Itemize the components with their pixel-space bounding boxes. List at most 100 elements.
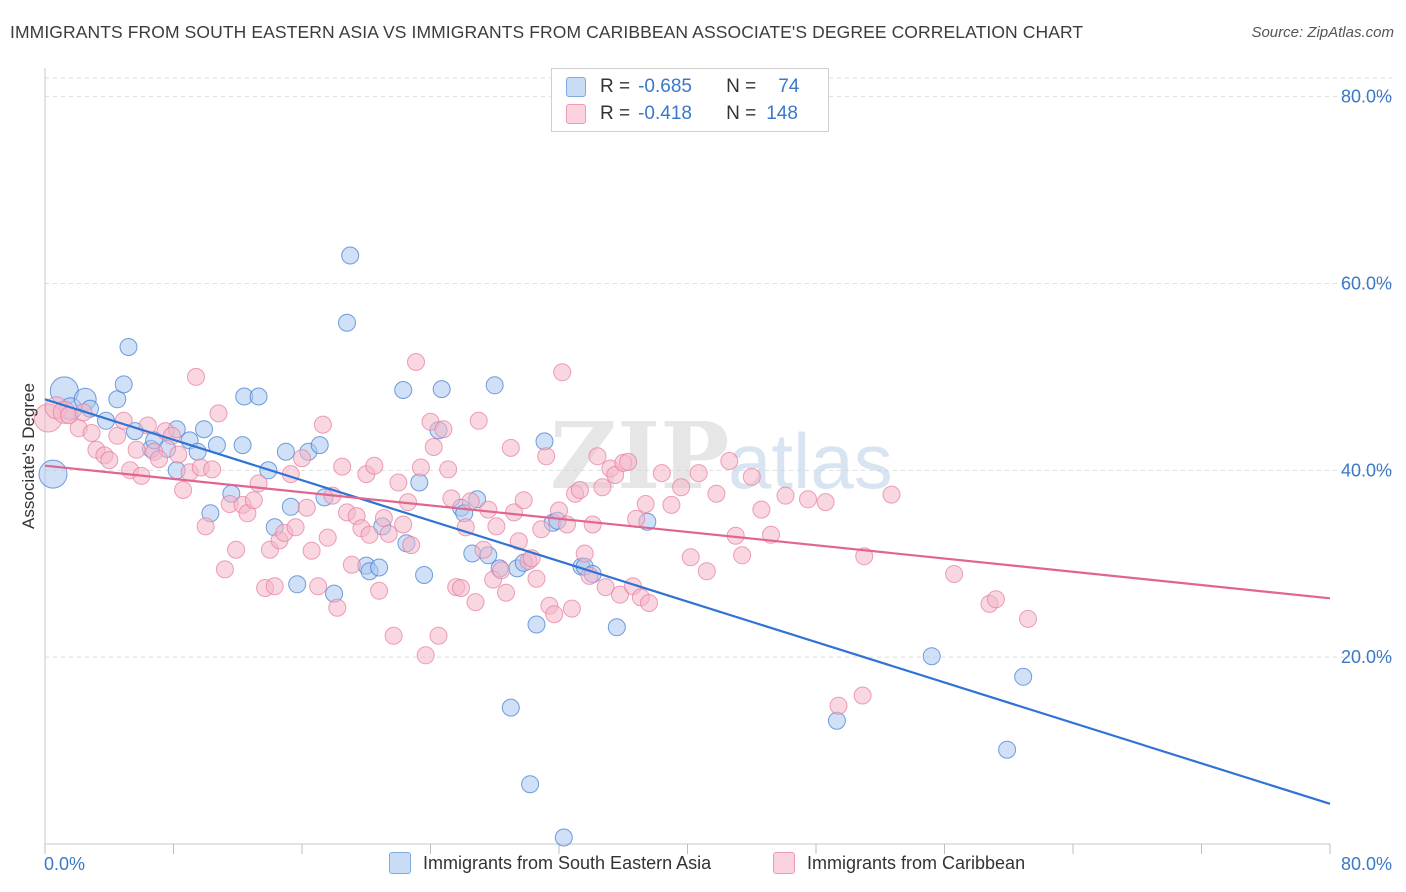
y-tick-labels: 20.0% 40.0% 60.0% 80.0% (1341, 87, 1392, 667)
data-point (521, 775, 540, 794)
data-point (402, 536, 421, 555)
data-point (249, 387, 268, 406)
data-point (776, 486, 795, 505)
data-point (922, 647, 941, 666)
data-point (986, 590, 1005, 609)
data-point (742, 467, 761, 486)
data-point (509, 532, 528, 551)
bottom-legend-label-caribbean: Immigrants from Caribbean (807, 852, 1026, 873)
data-point (318, 528, 337, 547)
data-point (553, 363, 572, 382)
data-point (342, 555, 361, 574)
data-point (370, 558, 389, 577)
data-point (855, 547, 874, 566)
data-point (410, 473, 429, 492)
data-point (108, 426, 127, 445)
data-point (532, 520, 551, 539)
data-point (479, 500, 498, 519)
data-point (265, 577, 284, 596)
data-point (452, 579, 470, 597)
data-point (527, 569, 546, 588)
data-point (562, 599, 581, 618)
data-point (302, 541, 321, 560)
data-point (593, 478, 612, 497)
watermark-atlas: atlas (728, 417, 893, 505)
data-point (1019, 609, 1037, 628)
data-point (752, 500, 771, 519)
data-point (583, 515, 602, 534)
data-point (570, 481, 589, 499)
data-point (328, 598, 347, 617)
data-point (672, 478, 691, 497)
data-point (945, 565, 964, 583)
data-point (487, 517, 506, 536)
legend-n-label: N = (726, 103, 757, 124)
data-point (762, 525, 780, 544)
x-tick-label-min: 0.0% (44, 854, 85, 874)
bottom-legend-swatch-sea (389, 852, 411, 874)
data-point (209, 404, 228, 423)
bottom-legend-sea: Immigrants from South Eastern Asia (389, 852, 711, 874)
data-point (882, 485, 901, 504)
legend-swatch-caribbean (566, 104, 586, 124)
data-point (527, 615, 546, 634)
data-point (365, 456, 384, 475)
data-point (195, 420, 213, 439)
data-point (469, 411, 488, 430)
trend-lines (44, 398, 1331, 805)
data-point (545, 605, 564, 624)
source-credit: Source: ZipAtlas.com (1251, 24, 1394, 41)
data-point (227, 540, 246, 559)
data-point (338, 313, 356, 332)
data-point (662, 495, 681, 514)
data-point (82, 424, 101, 442)
data-point (501, 698, 520, 717)
legend-row-caribbean: R = -0.418 N = 148 (566, 103, 798, 125)
data-point (108, 390, 127, 409)
data-point (215, 560, 234, 579)
data-point (611, 585, 629, 604)
data-point (434, 420, 453, 439)
legend-r-value: -0.418 (638, 103, 692, 124)
correlation-legend: R = -0.685 N = 74 R = -0.418 N = 148 (551, 68, 829, 132)
y-tick-label: 80.0% (1341, 87, 1392, 107)
data-point (1014, 667, 1033, 686)
legend-row-sea: R = -0.685 N = 74 (566, 76, 799, 98)
data-point (853, 686, 872, 705)
data-point (575, 544, 594, 563)
legend-n-value: 74 (778, 76, 800, 97)
trend-line-sea (44, 398, 1331, 805)
data-point (799, 490, 817, 509)
data-point (607, 618, 626, 637)
data-point (187, 367, 205, 386)
data-point (233, 436, 252, 455)
y-tick-label: 20.0% (1341, 647, 1392, 667)
data-point (640, 594, 658, 612)
chart-title: IMMIGRANTS FROM SOUTH EASTERN ASIA VS IM… (10, 22, 1084, 42)
data-point (313, 415, 332, 434)
data-point (733, 546, 752, 565)
legend-swatch-sea (566, 77, 586, 97)
data-point (333, 457, 352, 476)
data-point (415, 566, 434, 584)
data-point (150, 450, 168, 469)
data-point (407, 353, 425, 371)
data-point (174, 481, 193, 499)
data-point (196, 517, 215, 536)
data-point (619, 452, 638, 471)
data-point (537, 447, 556, 466)
data-point (636, 495, 655, 513)
data-point (485, 376, 504, 395)
data-point (389, 473, 408, 492)
data-point (286, 518, 305, 537)
data-point (535, 432, 554, 451)
data-point (596, 578, 615, 597)
data-point (310, 436, 329, 455)
data-point (379, 524, 398, 543)
series-caribbean-points (33, 353, 1037, 715)
data-point (461, 492, 480, 511)
data-point (341, 246, 360, 265)
data-point (707, 484, 726, 503)
data-point (288, 575, 307, 594)
